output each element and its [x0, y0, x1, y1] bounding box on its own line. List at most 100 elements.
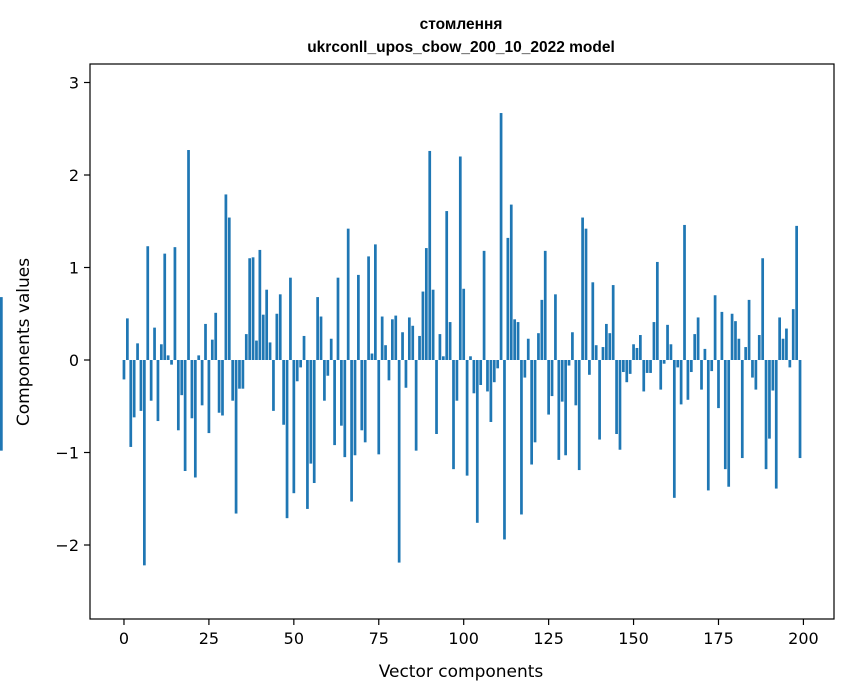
bar-84 [407, 317, 411, 360]
bar-150 [632, 344, 635, 360]
bar-123 [540, 299, 544, 361]
bar-187 [757, 335, 761, 360]
x-tick-label: 200 [788, 629, 819, 648]
bar-174 [713, 295, 717, 360]
bars-group [0, 113, 802, 566]
x-tick-label: 100 [448, 629, 479, 648]
x-tick-label: 125 [533, 629, 564, 648]
bar-undefined [0, 297, 3, 360]
bar-2 [129, 360, 133, 447]
bar-72 [367, 256, 370, 360]
bar-106 [482, 250, 486, 360]
bar-21 [193, 360, 197, 478]
bar-56 [312, 360, 316, 484]
bar-105 [479, 360, 483, 385]
bar-161 [669, 344, 673, 360]
bar-127 [554, 294, 557, 360]
bar-24 [204, 323, 207, 360]
bar-142 [605, 323, 608, 360]
bar-62 [333, 360, 336, 446]
bar-33 [234, 360, 238, 514]
bar-76 [380, 316, 384, 360]
bar-166 [686, 360, 690, 400]
bar-96 [448, 322, 452, 360]
bar-137 [588, 360, 591, 375]
bar-16 [176, 360, 180, 431]
bar-32 [231, 360, 235, 401]
bar-181 [737, 338, 741, 360]
bar-133 [574, 360, 578, 406]
bar-71 [363, 360, 367, 443]
bar-154 [645, 360, 649, 373]
bar-139 [594, 345, 598, 360]
bar-144 [611, 285, 615, 360]
bar-158 [659, 360, 663, 390]
bar-136 [584, 228, 588, 360]
bar-30 [224, 194, 228, 360]
bar-36 [244, 334, 248, 360]
bar-63 [336, 277, 340, 360]
y-axis-ticks: −2 −1 0 1 2 3 [55, 74, 90, 555]
bar-52 [299, 360, 302, 368]
bar-78 [387, 360, 391, 381]
bar-129 [560, 360, 564, 402]
bar-53 [302, 335, 306, 360]
bar-38 [251, 257, 255, 360]
bar-193 [778, 317, 781, 360]
bar-153 [642, 360, 646, 392]
y-tick-label: −1 [55, 444, 79, 463]
bar-147 [622, 360, 625, 373]
bar-81 [397, 360, 401, 563]
bar-156 [652, 322, 656, 360]
bar-35 [241, 360, 245, 389]
bar-113 [506, 237, 510, 360]
bar-79 [391, 319, 394, 360]
bar-110 [496, 360, 500, 369]
bar-27 [214, 312, 218, 360]
bar-185 [751, 360, 754, 378]
bar-108 [489, 360, 493, 422]
bar-41 [261, 314, 265, 360]
bar-8 [149, 360, 153, 401]
bar-177 [723, 360, 727, 470]
bar-189 [764, 360, 768, 470]
bar-57 [316, 297, 319, 360]
bar-58 [319, 316, 323, 360]
y-tick-label: 0 [69, 351, 79, 370]
bar-98 [455, 360, 459, 401]
x-tick-label: 0 [119, 629, 129, 648]
bar-111 [499, 113, 503, 360]
bar-180 [734, 321, 737, 360]
bar-51 [295, 360, 299, 382]
bar-43 [268, 342, 272, 360]
bar-68 [353, 360, 357, 456]
bar-122 [537, 333, 540, 360]
bar-19 [187, 150, 190, 360]
x-tick-label: 50 [284, 629, 304, 648]
bar-15 [173, 247, 177, 360]
bar-26 [210, 339, 214, 360]
bar-141 [601, 347, 605, 360]
bar-168 [693, 334, 697, 360]
bar-132 [571, 332, 574, 360]
x-tick-label: 150 [618, 629, 649, 648]
bar-191 [771, 360, 775, 391]
bar-14 [170, 360, 173, 365]
bar-97 [452, 360, 455, 470]
bar-7 [146, 246, 150, 360]
y-tick-label: −2 [55, 536, 79, 555]
bar-87 [418, 335, 421, 360]
bar-179 [730, 313, 734, 360]
bar-54 [306, 360, 309, 509]
bar-131 [567, 360, 571, 366]
bar-1 [126, 318, 129, 361]
bar-124 [543, 250, 547, 360]
bar-42 [265, 289, 269, 360]
bar-163 [676, 360, 680, 368]
bar-40 [258, 249, 262, 360]
plot-frame [89, 63, 835, 620]
bar-115 [513, 319, 517, 360]
bar-61 [329, 338, 333, 360]
bar-178 [727, 360, 731, 487]
